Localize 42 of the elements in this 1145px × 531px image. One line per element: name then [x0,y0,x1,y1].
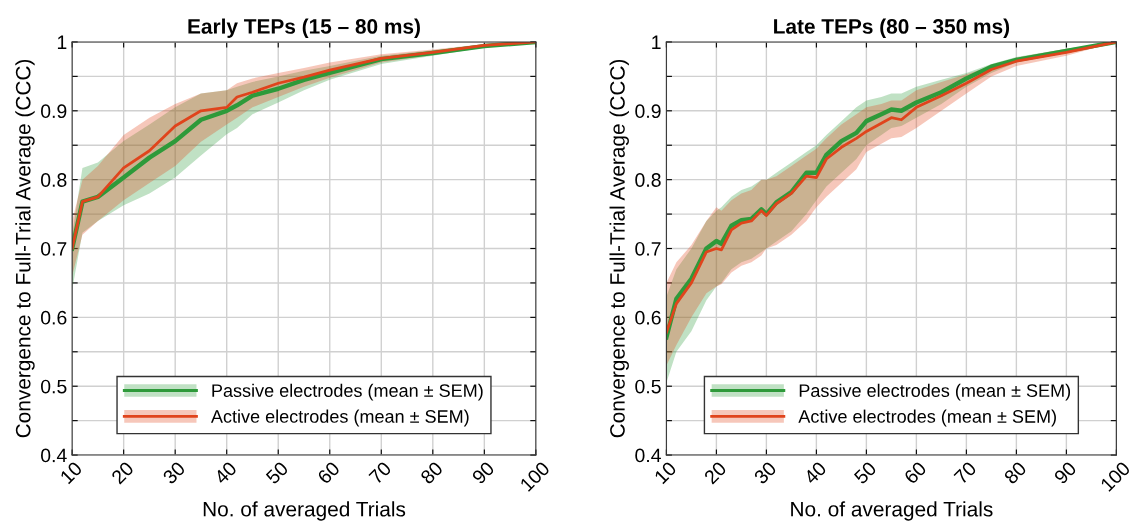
x-tick-label: 90 [471,460,496,485]
y-tick-label: 0.7 [41,241,67,256]
x-tick-label: 20 [703,460,728,485]
y-tick-label: 0.6 [635,310,661,325]
x-tick-label: 60 [903,460,928,485]
x-tick-label: 50 [853,460,878,485]
chart-title: Late TEPs (80 – 350 ms) [774,18,1010,38]
y-tick-label: 0.7 [635,241,661,256]
x-tick-label: 20 [110,460,135,485]
y-tick-label: 0.4 [41,448,67,463]
legend-label: Active electrodes (mean ± SEM) [798,409,1056,427]
x-axis-title: No. of averaged Trials [791,501,993,521]
x-tick-label: 70 [953,460,978,485]
x-tick-label: 30 [753,460,778,485]
y-tick-label: 0.6 [41,310,67,325]
x-tick-label: 90 [1053,460,1078,485]
x-tick-label: 50 [265,460,290,485]
x-tick-label: 30 [162,460,186,485]
chart-title: Early TEPs (15 – 80 ms) [188,18,420,38]
x-tick-label: 80 [1003,460,1028,485]
y-tick-label: 0.9 [635,104,661,119]
x-axis-title: No. of averaged Trials [203,501,406,521]
y-tick-label: 0.8 [41,173,67,187]
x-tick-label: 40 [803,460,828,485]
x-tick-label: 40 [213,460,238,485]
y-tick-label: 1 [652,35,661,49]
y-tick-label: 1 [57,35,67,49]
y-tick-label: 0.5 [41,379,67,394]
y-axis-title: Convergence to Full-Trial Average (CCC) [15,59,35,438]
legend-label: Passive electrodes (mean ± SEM) [212,383,483,401]
y-tick-label: 0.5 [635,379,661,394]
x-tick-label: 70 [368,460,393,485]
x-tick-label: 100 [519,460,551,492]
x-tick-label: 100 [1099,460,1131,492]
y-axis-title: Convergence to Full-Trial Average (CCC) [609,59,629,438]
y-tick-label: 0.4 [635,448,661,463]
x-tick-label: 60 [316,460,341,485]
y-tick-label: 0.9 [41,104,67,119]
legend-label: Active electrodes (mean ± SEM) [210,409,469,427]
x-tick-label: 80 [419,460,444,485]
y-tick-label: 0.8 [635,173,661,187]
legend-label: Passive electrodes (mean ± SEM) [799,383,1071,401]
